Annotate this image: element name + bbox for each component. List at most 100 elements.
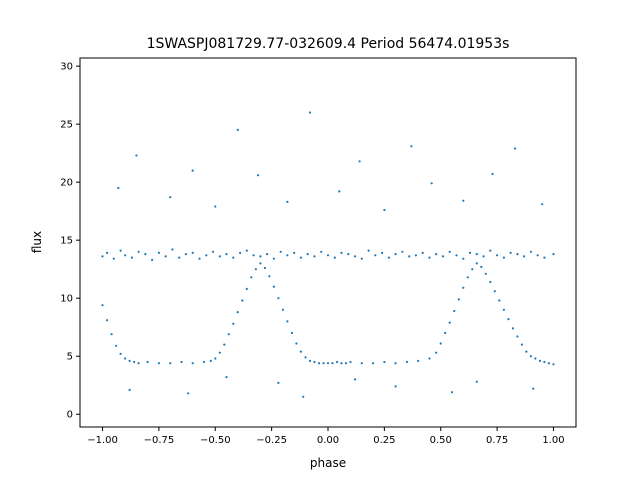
data-point [455, 254, 458, 257]
data-point [308, 111, 312, 114]
data-point [198, 257, 201, 260]
data-point [387, 256, 390, 259]
x-tick-label: −0.50 [200, 435, 231, 446]
x-tick-label: 0.50 [430, 435, 452, 446]
data-point [441, 255, 445, 258]
data-point [313, 360, 316, 364]
data-point [462, 286, 465, 289]
data-point [128, 359, 131, 362]
data-point [475, 262, 478, 265]
data-point [308, 359, 312, 362]
data-point [157, 251, 160, 254]
data-point [344, 362, 348, 365]
data-point [475, 380, 478, 383]
data-point [239, 251, 242, 254]
data-point [191, 362, 194, 365]
data-point [552, 363, 555, 366]
data-point [394, 385, 397, 388]
y-tick-label: 5 [67, 352, 73, 363]
data-point [421, 251, 424, 254]
y-tick-label: 15 [60, 236, 73, 247]
data-point [184, 253, 188, 256]
x-axis-label: phase [310, 456, 346, 470]
data-point [502, 308, 505, 311]
data-point [405, 360, 408, 364]
data-point [299, 350, 302, 353]
data-point [372, 362, 375, 365]
data-point [349, 360, 352, 364]
data-point [450, 391, 454, 394]
data-point [417, 359, 420, 362]
data-point [374, 254, 377, 257]
data-point [491, 172, 494, 176]
data-point [252, 254, 255, 257]
y-tick-label: 0 [67, 410, 73, 421]
data-point [358, 160, 361, 163]
data-point [266, 253, 269, 256]
data-point [541, 203, 544, 206]
data-point [496, 254, 499, 257]
data-point [279, 250, 282, 253]
data-point [295, 342, 298, 345]
data-point [293, 251, 296, 254]
data-point [133, 360, 136, 364]
data-point [214, 205, 217, 208]
data-point [516, 335, 519, 338]
data-point [493, 290, 496, 293]
data-point [277, 381, 280, 384]
data-point [209, 359, 212, 362]
x-tick-label: −1.00 [87, 435, 118, 446]
y-axis: 0 5 10 15 20 25 30 [60, 62, 80, 421]
data-point [534, 357, 537, 360]
data-point [401, 250, 404, 253]
data-point [543, 360, 546, 364]
data-point [304, 356, 307, 359]
data-point [232, 256, 235, 259]
data-point [241, 299, 244, 302]
data-points [101, 111, 555, 398]
data-point [306, 253, 309, 256]
data-point [381, 251, 384, 254]
data-point [457, 298, 460, 301]
data-point [507, 318, 510, 321]
data-point [520, 343, 524, 346]
data-point [516, 253, 519, 256]
data-point [236, 128, 239, 131]
data-point [326, 254, 330, 257]
data-point [335, 360, 339, 364]
data-point [259, 255, 262, 258]
data-point [157, 362, 160, 365]
data-point [502, 256, 505, 259]
data-point [482, 255, 485, 258]
data-point [547, 362, 551, 365]
data-point [214, 357, 217, 360]
data-point [511, 327, 514, 330]
data-point [119, 352, 122, 355]
data-point [268, 275, 271, 278]
data-point [338, 190, 341, 193]
data-point [489, 280, 492, 284]
data-point [101, 255, 104, 258]
data-point [514, 147, 517, 150]
data-point [169, 362, 172, 365]
data-point [232, 322, 235, 325]
y-tick-label: 25 [60, 120, 73, 131]
data-point [333, 256, 336, 259]
data-point [115, 344, 118, 347]
data-point [448, 321, 451, 324]
data-point [484, 272, 487, 275]
y-axis-label: flux [30, 231, 44, 253]
data-point [523, 255, 526, 258]
data-point [435, 253, 438, 256]
data-point [498, 299, 501, 302]
data-point [299, 256, 302, 259]
data-point [453, 309, 456, 313]
data-point [124, 357, 127, 360]
data-point [428, 357, 431, 360]
data-point [383, 360, 386, 364]
data-point [480, 265, 483, 268]
y-tick-label: 30 [60, 62, 73, 73]
data-point [525, 350, 528, 353]
data-point [529, 355, 533, 358]
